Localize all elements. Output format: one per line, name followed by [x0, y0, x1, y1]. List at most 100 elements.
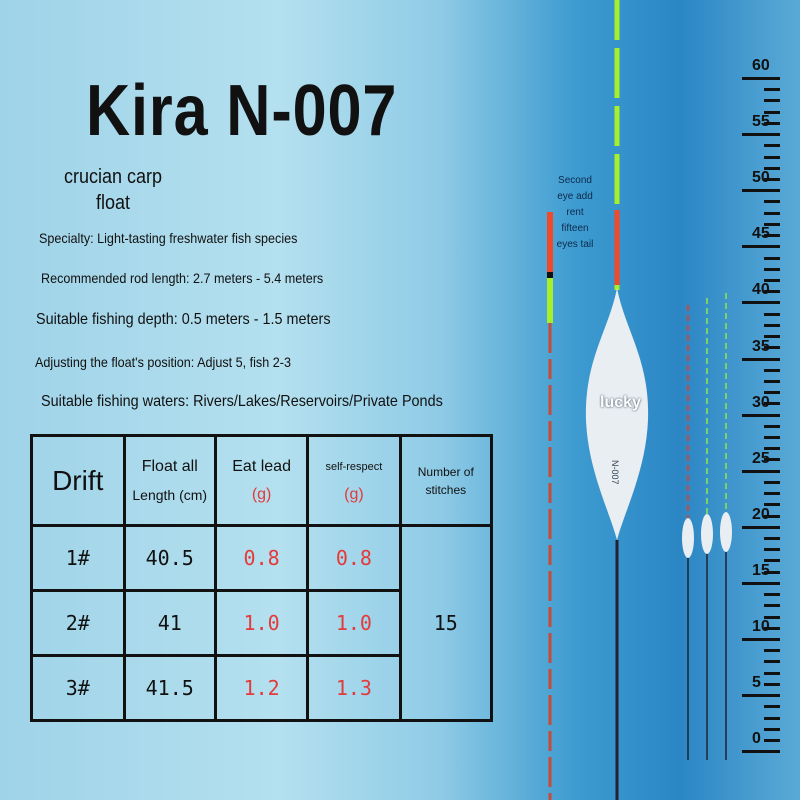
- float-tip-red: [547, 212, 553, 272]
- ruler-tick: [742, 245, 780, 249]
- h: (g): [251, 485, 272, 503]
- ruler-tick: [764, 447, 780, 451]
- ruler-tick: [764, 458, 780, 462]
- ruler-label: 15: [752, 561, 770, 579]
- header-stitches: Number of stitches: [398, 434, 494, 527]
- ruler-tick: [742, 469, 780, 473]
- float-band: [547, 272, 553, 278]
- cell-stitches: 15: [398, 524, 494, 722]
- cell-length: 41: [122, 589, 217, 657]
- ruler-tick: [742, 77, 780, 80]
- header-length: Float all Length (cm): [122, 434, 217, 527]
- cell-eat-lead: 1.0: [213, 589, 310, 657]
- table-row: 3# 41.5 1.2 1.3: [30, 654, 492, 722]
- header-drift: Drift: [30, 434, 126, 527]
- ruler-tick: [764, 705, 780, 709]
- spec-adjust: Adjusting the float's position: Adjust 5…: [35, 354, 291, 370]
- h: stitches: [425, 482, 467, 497]
- ruler-tick: [764, 548, 780, 552]
- ruler-tick: [742, 301, 780, 305]
- cell-drift: 1#: [30, 524, 126, 592]
- ruler-tick: [764, 436, 780, 440]
- ruler-label: 10: [752, 618, 770, 635]
- cell-self-respect: 1.0: [306, 589, 402, 657]
- ruler-tick: [764, 144, 780, 148]
- ruler-label: 50: [752, 169, 770, 187]
- table-row: 2# 41 1.0 1.0: [30, 589, 492, 657]
- ruler-label: 55: [752, 113, 770, 131]
- ruler-tick: [764, 121, 780, 125]
- ruler-tick: [742, 357, 780, 361]
- spec-specialty: Specialty: Light-tasting freshwater fish…: [39, 230, 298, 246]
- ruler-tick: [764, 290, 780, 294]
- table-row: 1# 40.5 0.8 0.8 15: [30, 524, 494, 722]
- header-eat-lead: Eat lead (g): [213, 434, 310, 527]
- ruler-tick: [764, 256, 780, 260]
- ruler-tick: [764, 155, 780, 159]
- cell-drift: 2#: [30, 589, 126, 657]
- ruler-tick: [742, 133, 780, 137]
- cell-drift: 3#: [30, 654, 126, 722]
- ruler-tick: [764, 537, 780, 541]
- ruler-tick: [764, 110, 780, 114]
- ruler-tick: [742, 413, 780, 417]
- ruler-label: 20: [752, 505, 770, 523]
- ruler-tick: [764, 682, 780, 686]
- product-title: Kira N-007: [86, 71, 398, 151]
- ruler-tick: [764, 480, 780, 484]
- ruler-tick: [764, 166, 780, 170]
- subtitle-line: float: [96, 192, 131, 214]
- ruler-tick: [764, 649, 780, 653]
- ruler-label: 0: [752, 730, 761, 748]
- ruler-tick: [764, 379, 780, 383]
- ruler-label: 40: [752, 281, 770, 299]
- ruler-tick: [764, 391, 780, 395]
- small-floats: [682, 293, 732, 760]
- spec-rod-length: Recommended rod length: 2.7 meters - 5.4…: [41, 270, 324, 286]
- ruler-label: 45: [752, 225, 770, 243]
- cell-self-respect: 0.8: [306, 524, 402, 592]
- ruler-tick: [764, 716, 780, 720]
- h: Number of: [417, 464, 474, 479]
- ruler-label: 5: [752, 674, 761, 692]
- ruler-tick: [764, 660, 780, 664]
- ruler-label: 25: [752, 449, 770, 467]
- ruler-label: 30: [752, 393, 770, 411]
- cell-length: 41.5: [122, 654, 217, 722]
- ruler-tick: [764, 593, 780, 597]
- h: (g): [344, 485, 364, 503]
- ruler-tick: [742, 525, 780, 529]
- ruler-tick: [764, 570, 780, 574]
- ruler-tick: [764, 604, 780, 608]
- ruler-tick: [764, 335, 780, 339]
- subtitle-line: crucian carp: [64, 166, 163, 188]
- cell-length: 40.5: [122, 524, 217, 592]
- ruler-tick: [764, 424, 780, 428]
- ruler-tick: [764, 222, 780, 226]
- ruler-label: 35: [752, 337, 770, 355]
- ruler-tick: [764, 503, 780, 507]
- float-note: Second eye add rent fifteen eyes tail: [556, 175, 594, 250]
- ruler-tick: [764, 559, 780, 563]
- product-subtitle: crucian carp float: [64, 164, 162, 216]
- ruler-tick: [764, 738, 780, 742]
- ruler-tick: [742, 189, 780, 193]
- ruler-tick: [764, 234, 780, 238]
- h: Float all: [141, 457, 198, 475]
- ruler-tick: [764, 615, 780, 619]
- ruler-label: 60: [752, 57, 770, 74]
- cell-self-respect: 1.3: [306, 654, 402, 722]
- ruler-tick: [764, 346, 780, 350]
- cell-eat-lead: 1.2: [213, 654, 310, 722]
- float-tip-green: [547, 278, 553, 323]
- ruler-tick: [764, 177, 780, 181]
- ruler-tick: [764, 323, 780, 327]
- ruler-tick: [764, 671, 780, 675]
- ruler-tick: [764, 492, 780, 496]
- ruler-tick: [764, 99, 780, 103]
- ruler-tick: [764, 278, 780, 282]
- spec-waters: Suitable fishing waters: Rivers/Lakes/Re…: [41, 393, 443, 410]
- h: Length (cm): [132, 486, 208, 503]
- ruler-scale: 60 55 50 45 40 35 30 25 20 15 10 5 0: [740, 0, 800, 800]
